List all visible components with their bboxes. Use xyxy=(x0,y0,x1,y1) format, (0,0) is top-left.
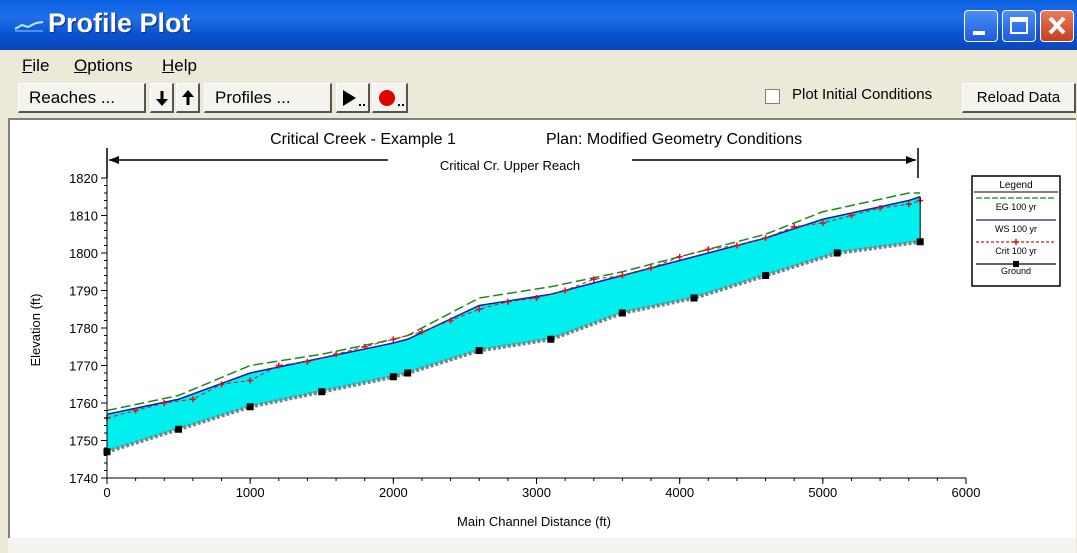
reaches-button[interactable]: Reaches ... xyxy=(18,83,146,113)
maximize-icon xyxy=(1010,17,1028,34)
menu-help[interactable]: Help xyxy=(162,56,197,75)
reload-data-label: Reload Data xyxy=(976,89,1061,106)
minimize-icon xyxy=(973,31,985,35)
profiles-button[interactable]: Profiles ... xyxy=(204,83,332,113)
menu-file[interactable]: File xyxy=(22,56,50,75)
plot-area xyxy=(8,118,1076,548)
minimize-button[interactable] xyxy=(964,10,998,42)
app-icon xyxy=(14,21,44,32)
record-icon xyxy=(378,89,404,106)
reaches-button-label: Reaches ... xyxy=(29,87,115,107)
arrow-up-icon xyxy=(181,89,194,105)
record-button[interactable] xyxy=(372,83,408,113)
title-bar[interactable]: Profile Plot xyxy=(0,0,1077,50)
maximize-button[interactable] xyxy=(1002,10,1036,42)
horizontal-scrollbar[interactable] xyxy=(8,538,1076,553)
close-icon xyxy=(1048,16,1066,35)
plot-initial-conditions-checkbox[interactable] xyxy=(765,89,780,104)
menu-bar: File Options Help xyxy=(0,50,1077,78)
toolbar: Reaches ... Profiles ... Plot Initial Co… xyxy=(0,80,1077,116)
menu-options[interactable]: Options xyxy=(74,56,133,75)
play-animation-button[interactable] xyxy=(336,83,370,113)
plot-initial-conditions-label: Plot Initial Conditions xyxy=(792,86,933,103)
window-title: Profile Plot xyxy=(48,8,191,38)
arrow-down-icon xyxy=(155,90,168,106)
reload-data-button[interactable]: Reload Data xyxy=(962,83,1076,113)
move-up-button[interactable] xyxy=(176,83,200,113)
close-button[interactable] xyxy=(1040,10,1074,42)
profiles-button-label: Profiles ... xyxy=(215,87,291,107)
play-icon xyxy=(342,89,365,106)
move-down-button[interactable] xyxy=(150,83,174,113)
